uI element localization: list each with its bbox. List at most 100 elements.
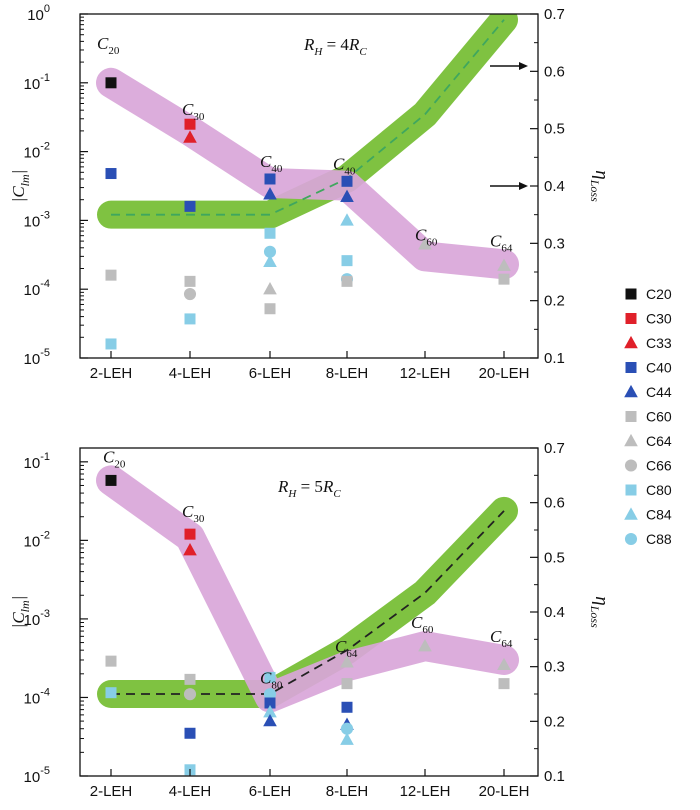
dominant-mode-index: 30 — [193, 513, 205, 525]
x-tick-label: 2-LEH — [90, 365, 133, 382]
marker-c33 — [183, 130, 197, 143]
legend-label: C64 — [646, 433, 672, 449]
dominant-mode-band — [96, 67, 519, 280]
legend-label: C80 — [646, 482, 672, 498]
left-tick-mantissa: 10 — [24, 690, 41, 707]
marker-c80 — [264, 227, 276, 239]
condition-r2: R — [348, 35, 360, 54]
marker-c20 — [105, 474, 117, 486]
right-tick-label: 0.6 — [544, 63, 565, 80]
condition-mid: = 4 — [322, 35, 349, 54]
left-tick-exponent: -5 — [40, 347, 50, 359]
left-tick-exponent: -5 — [40, 765, 50, 777]
marker-c33 — [183, 543, 197, 556]
condition-sub1: H — [313, 46, 323, 58]
marker-c80 — [264, 671, 276, 683]
marker-c20 — [105, 77, 117, 89]
marker-c60 — [184, 275, 196, 287]
left-tick-label: 10-3 — [24, 608, 50, 629]
dominant-mode-letter: C — [103, 447, 115, 466]
x-tick-label: 4-LEH — [169, 365, 212, 382]
marker-c60 — [498, 678, 510, 690]
marker-c60 — [105, 269, 117, 281]
right-axis-arrow-head — [519, 62, 528, 70]
y2-axis-label-main: η — [591, 170, 612, 179]
y2-axis-label-sub: Loss — [588, 179, 602, 202]
marker-c44 — [340, 189, 354, 203]
y-axis-label-end: | — [9, 170, 28, 175]
dominant-mode-index: 20 — [114, 458, 126, 470]
dominant-mode-index: 20 — [108, 45, 120, 57]
dominant-mode-label: C20 — [97, 34, 120, 57]
x-tick-label: 20-LEH — [479, 783, 530, 800]
right-tick-label: 0.2 — [544, 293, 565, 310]
condition-r1: R — [277, 477, 289, 496]
right-tick-label: 0.4 — [544, 178, 565, 195]
marker-c80 — [105, 687, 117, 699]
dominant-mode-label: C64 — [490, 627, 513, 650]
left-tick-mantissa: 10 — [24, 76, 41, 93]
legend-label: C30 — [646, 311, 672, 327]
dominant-mode-label: C64 — [490, 231, 513, 254]
left-tick-label: 10-5 — [24, 765, 50, 786]
x-tick-label: 6-LEH — [249, 783, 292, 800]
marker-c64 — [497, 657, 511, 671]
dominant-mode-index: 64 — [501, 638, 513, 650]
left-tick-label: 10-1 — [24, 451, 50, 472]
dominant-mode-index: 30 — [193, 111, 205, 123]
marker-c84 — [340, 732, 354, 745]
legend-marker-c40 — [625, 362, 637, 373]
marker-c40 — [184, 727, 196, 739]
legend-marker-c44 — [624, 384, 638, 398]
marker-c44 — [263, 713, 277, 727]
marker-c60 — [498, 273, 510, 285]
right-tick-label: 0.5 — [544, 549, 565, 566]
condition-mid: = 5 — [296, 477, 323, 496]
marker-c84 — [263, 704, 277, 718]
dominant-mode-letter: C — [182, 100, 194, 119]
dominant-mode-index: 80 — [271, 679, 283, 691]
marker-c30 — [184, 118, 196, 130]
y-axis-label-end: | — [9, 596, 28, 601]
right-tick-label: 0.1 — [544, 350, 565, 367]
right-tick-label: 0.1 — [544, 768, 565, 785]
legend-label: C88 — [646, 531, 672, 547]
y-axis-label-sub: lm — [18, 174, 32, 186]
marker-c80 — [341, 255, 353, 267]
marker-c60 — [341, 678, 353, 690]
dominant-mode-label: C30 — [182, 100, 205, 123]
dominant-mode-label: C60 — [411, 613, 434, 636]
marker-c60 — [264, 303, 276, 315]
legend-label: C60 — [646, 409, 672, 425]
dominant-mode-letter: C — [182, 502, 194, 521]
left-tick-exponent: -4 — [40, 278, 50, 290]
condition-sub1: H — [287, 488, 297, 500]
left-tick-mantissa: 10 — [24, 612, 41, 629]
y-axis-label-sub: lm — [18, 600, 32, 612]
left-tick-mantissa: 10 — [24, 282, 41, 299]
legend-marker-c60 — [625, 411, 637, 422]
marker-c40 — [184, 200, 196, 212]
dominant-mode-label: C20 — [103, 447, 126, 470]
left-tick-exponent: -1 — [40, 451, 50, 463]
x-tick-label: 2-LEH — [90, 783, 133, 800]
y2-axis-label: ηLoss — [588, 596, 612, 628]
right-tick-label: 0.7 — [544, 440, 565, 457]
dominant-mode-letter: C — [490, 231, 502, 250]
condition-label: RH = 5RC — [277, 477, 341, 500]
plot-area — [96, 14, 519, 350]
left-tick-label: 10-2 — [24, 141, 50, 162]
left-tick-label: 10-3 — [24, 209, 50, 230]
dominant-mode-label: C40 — [260, 152, 283, 175]
dominant-mode-letter: C — [490, 627, 502, 646]
dominant-mode-label: C60 — [415, 225, 438, 248]
y2-axis-label: ηLoss — [588, 170, 612, 202]
dominant-mode-index: 64 — [346, 648, 358, 660]
right-tick-label: 0.2 — [544, 713, 565, 730]
marker-c60 — [184, 673, 196, 685]
marker-c64 — [497, 258, 511, 271]
legend-label: C20 — [646, 286, 672, 302]
dominant-mode-letter: C — [415, 225, 427, 244]
x-tick-label: 8-LEH — [326, 365, 369, 382]
